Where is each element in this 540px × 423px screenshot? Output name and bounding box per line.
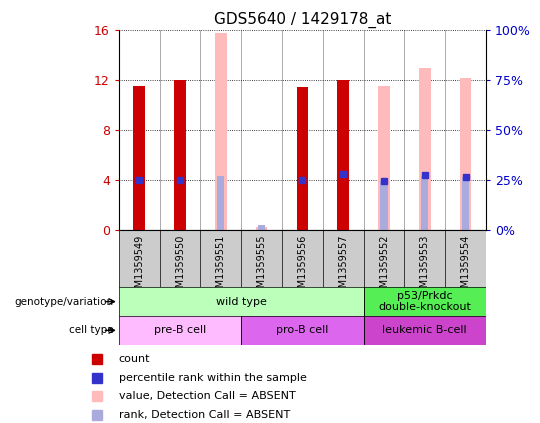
Text: percentile rank within the sample: percentile rank within the sample (119, 373, 307, 383)
Text: wild type: wild type (216, 297, 267, 307)
Bar (160, 230, 200, 287)
Text: GSM1359555: GSM1359555 (256, 235, 267, 300)
Text: GSM1359554: GSM1359554 (461, 235, 470, 300)
Bar (119, 230, 160, 287)
Text: p53/Prkdc
double-knockout: p53/Prkdc double-knockout (379, 291, 471, 313)
Bar (258, 225, 265, 230)
Bar (363, 287, 486, 316)
Bar (380, 181, 388, 230)
Text: GSM1359549: GSM1359549 (134, 235, 144, 300)
Bar (133, 86, 145, 230)
Bar (363, 230, 404, 287)
Text: leukemic B-cell: leukemic B-cell (382, 325, 467, 335)
Text: GSM1359550: GSM1359550 (175, 235, 185, 300)
Bar (256, 227, 267, 230)
Bar (445, 230, 486, 287)
Bar (200, 230, 241, 287)
Bar (241, 230, 282, 287)
Bar (323, 230, 363, 287)
Bar (462, 178, 469, 230)
Text: rank, Detection Call = ABSENT: rank, Detection Call = ABSENT (119, 410, 290, 420)
Bar (215, 33, 226, 230)
Bar (404, 230, 445, 287)
Bar (296, 87, 308, 230)
Text: GSM1359557: GSM1359557 (338, 235, 348, 300)
Bar (460, 79, 471, 230)
Text: count: count (119, 354, 150, 364)
Text: GSM1359551: GSM1359551 (216, 235, 226, 300)
Bar (379, 86, 390, 230)
Text: GSM1359556: GSM1359556 (298, 235, 307, 300)
Text: GSM1359552: GSM1359552 (379, 235, 389, 300)
Bar (174, 80, 186, 230)
Text: pre-B cell: pre-B cell (154, 325, 206, 335)
Bar (282, 230, 323, 287)
Text: value, Detection Call = ABSENT: value, Detection Call = ABSENT (119, 391, 295, 401)
Bar (217, 176, 225, 230)
Bar (338, 80, 349, 230)
Title: GDS5640 / 1429178_at: GDS5640 / 1429178_at (214, 12, 391, 28)
Text: pro-B cell: pro-B cell (276, 325, 328, 335)
Bar (421, 176, 428, 230)
Bar (363, 316, 486, 345)
Text: genotype/variation: genotype/variation (14, 297, 113, 307)
Bar (119, 316, 241, 345)
Text: cell type: cell type (69, 325, 113, 335)
Bar (119, 287, 363, 316)
Bar (419, 69, 430, 230)
Text: GSM1359553: GSM1359553 (420, 235, 430, 300)
Bar (241, 316, 363, 345)
